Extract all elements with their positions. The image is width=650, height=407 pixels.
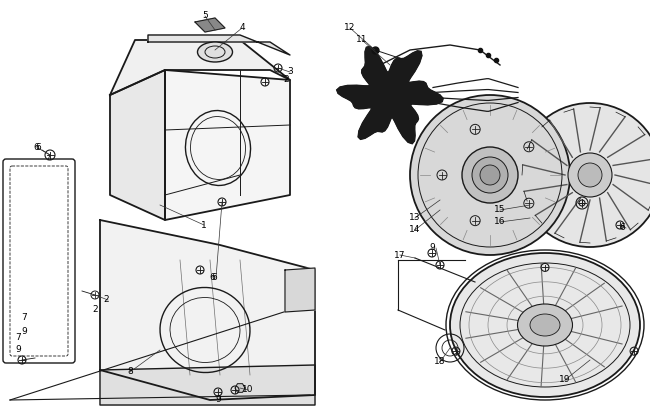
Text: 1: 1 (201, 221, 207, 230)
Text: 17: 17 (395, 250, 406, 260)
Text: 6: 6 (620, 223, 632, 232)
Polygon shape (337, 46, 443, 144)
Text: 9: 9 (15, 346, 21, 354)
Circle shape (472, 157, 508, 193)
Ellipse shape (517, 304, 573, 346)
Circle shape (480, 165, 500, 185)
Text: 14: 14 (410, 225, 421, 234)
Text: 2: 2 (92, 304, 98, 313)
Text: 7: 7 (21, 313, 27, 322)
Circle shape (462, 147, 518, 203)
Circle shape (568, 153, 612, 197)
Text: 2: 2 (104, 295, 112, 304)
Ellipse shape (450, 253, 640, 397)
Text: 19: 19 (559, 376, 571, 385)
Circle shape (578, 163, 602, 187)
Polygon shape (148, 35, 290, 55)
Ellipse shape (198, 42, 233, 62)
Polygon shape (110, 40, 290, 95)
Polygon shape (285, 268, 315, 312)
Text: 9: 9 (21, 328, 27, 337)
Text: 8: 8 (127, 368, 133, 376)
Polygon shape (110, 70, 165, 220)
Text: 4: 4 (239, 24, 245, 33)
Text: 9: 9 (430, 243, 442, 252)
Text: 6: 6 (212, 274, 220, 282)
Polygon shape (235, 384, 245, 392)
Text: 5: 5 (202, 11, 208, 20)
Text: 16: 16 (494, 217, 506, 227)
Text: 9: 9 (216, 396, 224, 405)
Text: 18: 18 (434, 357, 446, 366)
Polygon shape (100, 365, 315, 405)
Text: 13: 13 (410, 214, 421, 223)
Text: 15: 15 (494, 206, 506, 214)
Text: 10: 10 (242, 385, 254, 394)
Polygon shape (195, 18, 225, 32)
Text: 6: 6 (33, 144, 39, 153)
Circle shape (518, 103, 650, 247)
Polygon shape (100, 220, 315, 400)
Circle shape (410, 95, 570, 255)
Text: 11: 11 (356, 35, 368, 44)
Text: 7: 7 (15, 333, 21, 341)
Text: 6: 6 (35, 144, 41, 153)
Text: 3: 3 (287, 68, 293, 77)
Polygon shape (165, 70, 290, 220)
Text: 2: 2 (283, 76, 289, 85)
Text: 12: 12 (344, 24, 356, 33)
Ellipse shape (530, 314, 560, 336)
Text: 6: 6 (209, 274, 215, 282)
